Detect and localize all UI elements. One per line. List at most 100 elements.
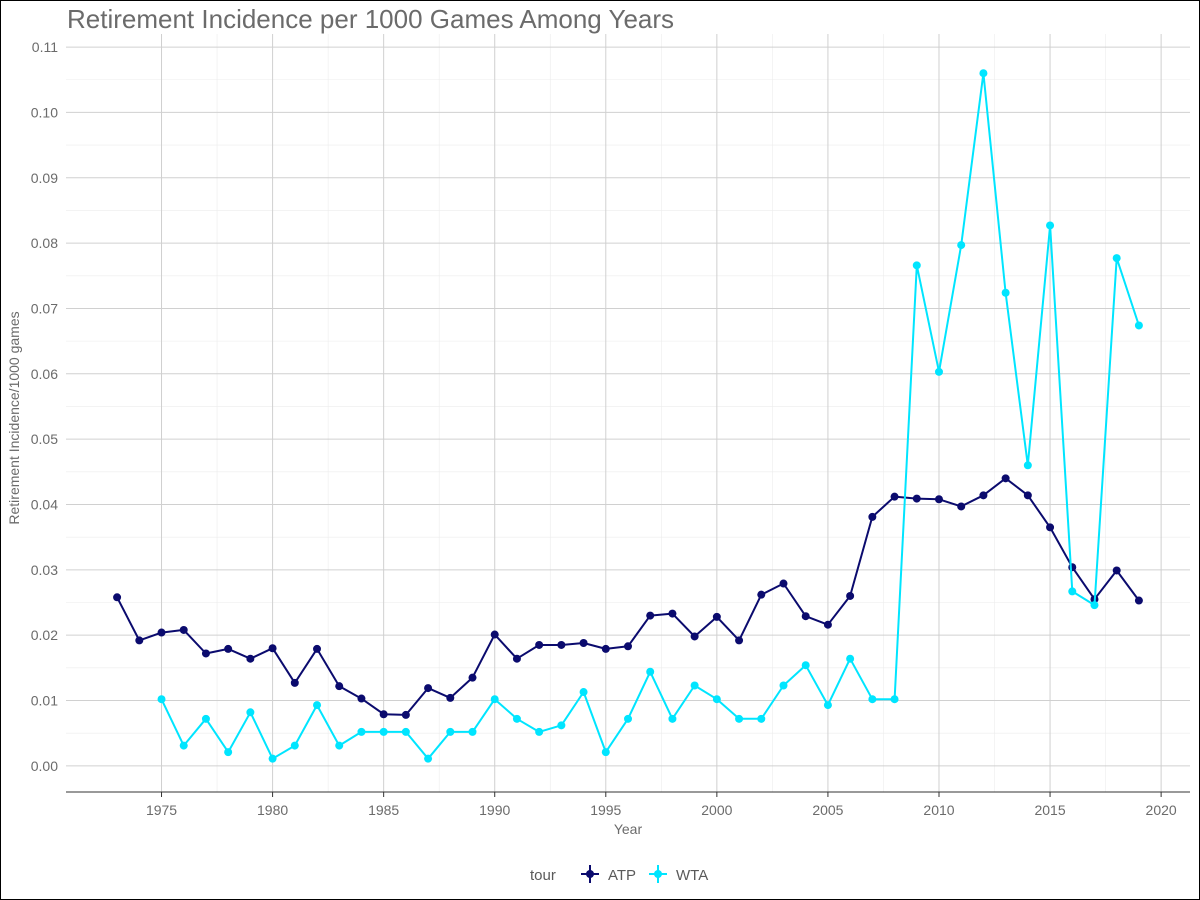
- data-point-atp: [1046, 523, 1055, 532]
- data-point-atp: [912, 494, 921, 503]
- data-point-atp: [201, 649, 210, 658]
- y-tick-label: 0.04: [31, 496, 58, 512]
- data-point-wta: [224, 748, 233, 757]
- y-tick-label: 0.02: [31, 627, 58, 643]
- data-point-wta: [157, 695, 166, 704]
- data-point-wta: [801, 661, 810, 670]
- data-point-atp: [290, 678, 299, 687]
- data-point-atp: [646, 611, 655, 620]
- legend-label-atp: ATP: [608, 867, 636, 884]
- data-point-wta: [490, 695, 499, 704]
- data-point-atp: [157, 628, 166, 637]
- data-point-atp: [535, 640, 544, 649]
- y-tick-label: 0.07: [31, 300, 58, 316]
- y-tick-label: 0.05: [31, 431, 58, 447]
- data-point-wta: [1001, 288, 1010, 297]
- data-point-wta: [246, 708, 255, 717]
- data-point-atp: [757, 590, 766, 599]
- data-point-wta: [579, 688, 588, 697]
- data-point-atp: [557, 640, 566, 649]
- data-point-wta: [468, 727, 477, 736]
- data-point-atp: [401, 710, 410, 719]
- data-point-wta: [512, 714, 521, 723]
- x-axis-title: Year: [614, 821, 643, 837]
- data-point-wta: [690, 681, 699, 690]
- data-point-wta: [890, 695, 899, 704]
- data-point-wta: [979, 69, 988, 78]
- y-tick-label: 0.06: [31, 366, 58, 382]
- y-tick-label: 0.01: [31, 693, 58, 709]
- data-point-atp: [934, 495, 943, 504]
- data-point-atp: [801, 612, 810, 621]
- legend-label-wta: WTA: [676, 867, 708, 884]
- data-point-atp: [846, 591, 855, 600]
- data-point-atp: [313, 644, 322, 653]
- legend-key-point-atp: [586, 870, 594, 878]
- data-point-atp: [779, 579, 788, 588]
- data-point-wta: [401, 727, 410, 736]
- data-point-wta: [868, 695, 877, 704]
- data-point-wta: [934, 367, 943, 376]
- data-point-wta: [779, 681, 788, 690]
- gridlines: [66, 34, 1190, 792]
- data-point-wta: [313, 701, 322, 710]
- data-point-atp: [668, 609, 677, 618]
- x-tick-label: 1985: [368, 802, 399, 818]
- chart-title: Retirement Incidence per 1000 Games Amon…: [67, 4, 675, 34]
- data-point-atp: [246, 654, 255, 663]
- data-point-wta: [757, 714, 766, 723]
- data-point-atp: [624, 642, 632, 651]
- data-point-atp: [379, 710, 388, 719]
- data-point-atp: [268, 644, 277, 653]
- data-point-wta: [268, 754, 277, 763]
- data-point-wta: [179, 741, 188, 750]
- data-point-atp: [512, 654, 521, 663]
- legend-title: tour: [530, 867, 556, 884]
- y-tick-label: 0.11: [32, 39, 58, 55]
- y-tick-labels: 0.00 0.01 0.02 0.03 0.04 0.05 0.06 0.07 0.08 0.09…: [31, 39, 58, 774]
- data-point-wta: [535, 727, 544, 736]
- data-point-wta: [712, 695, 721, 704]
- x-tick-label: 1995: [590, 802, 621, 818]
- data-point-wta: [1112, 254, 1121, 263]
- data-point-atp: [823, 620, 832, 629]
- data-point-atp: [1001, 474, 1010, 483]
- data-point-wta: [735, 714, 744, 723]
- data-point-atp: [868, 512, 877, 521]
- x-tick-label: 2020: [1146, 802, 1177, 818]
- data-point-atp: [1134, 596, 1143, 605]
- data-point-wta: [823, 701, 832, 710]
- x-tick-label: 2005: [812, 802, 843, 818]
- data-point-wta: [357, 727, 366, 736]
- x-tick-labels: 1975 1980 1985 1990 1995 2000 2005 2010 2015 2020: [146, 792, 1177, 818]
- data-point-wta: [646, 667, 655, 676]
- data-point-atp: [135, 636, 144, 645]
- x-tick-label: 1980: [257, 802, 288, 818]
- data-point-atp: [179, 625, 188, 634]
- data-point-wta: [846, 654, 855, 663]
- y-tick-label: 0.10: [31, 104, 58, 120]
- data-point-atp: [690, 632, 699, 641]
- data-point-atp: [335, 682, 344, 691]
- data-point-atp: [113, 593, 122, 602]
- data-point-atp: [1023, 491, 1032, 500]
- data-point-wta: [290, 741, 299, 750]
- data-point-atp: [735, 636, 744, 645]
- data-point-wta: [446, 727, 455, 736]
- data-point-wta: [201, 714, 210, 723]
- data-point-atp: [979, 491, 988, 500]
- x-tick-label: 2010: [923, 802, 954, 818]
- data-point-atp: [1112, 566, 1121, 575]
- series-line-atp: [116, 477, 1140, 716]
- x-tick-label: 1975: [146, 802, 177, 818]
- data-point-atp: [357, 694, 366, 703]
- data-point-atp: [424, 684, 433, 693]
- data-point-atp: [579, 639, 588, 648]
- series-layer: [113, 69, 1143, 763]
- y-tick-label: 0.08: [31, 235, 58, 251]
- data-point-atp: [224, 644, 233, 653]
- data-point-wta: [912, 261, 921, 270]
- data-point-wta: [1134, 321, 1143, 330]
- y-tick-label: 0.09: [31, 170, 58, 186]
